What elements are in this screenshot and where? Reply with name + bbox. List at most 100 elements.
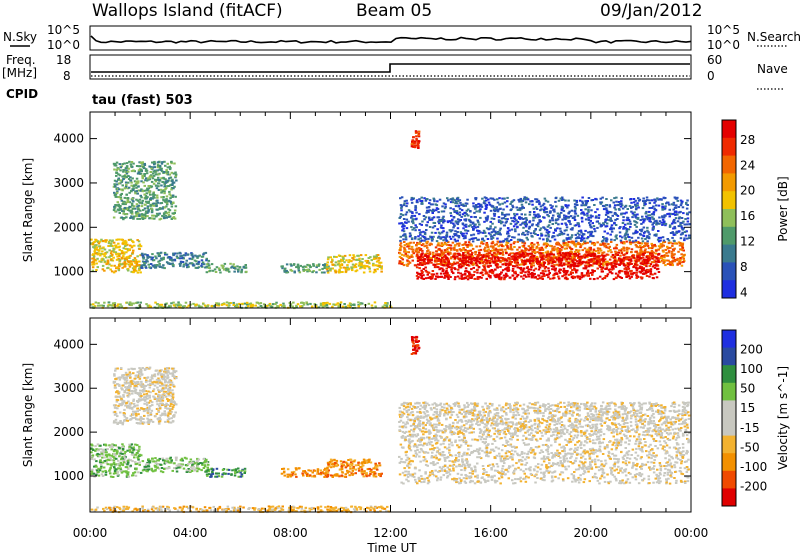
data-cell: [460, 248, 463, 251]
data-cell: [509, 203, 512, 205]
data-cell: [132, 259, 135, 261]
data-cell: [440, 263, 443, 266]
data-cell: [503, 213, 507, 216]
data-cell: [431, 253, 435, 256]
data-cell: [297, 269, 301, 272]
data-cell: [597, 214, 601, 217]
data-cell: [453, 234, 457, 237]
data-cell: [450, 214, 453, 217]
data-cell: [635, 267, 638, 270]
data-cell: [172, 265, 175, 268]
data-cell: [461, 213, 465, 216]
data-cell: [367, 261, 370, 264]
data-cell: [552, 256, 556, 259]
data-cell: [157, 164, 160, 167]
data-cell: [440, 236, 443, 239]
data-cell: [478, 258, 482, 260]
data-cell: [127, 186, 131, 189]
data-cell: [535, 255, 539, 258]
data-cell: [586, 241, 589, 244]
data-cell: [630, 201, 633, 204]
data-cell: [135, 198, 138, 201]
data-cell: [135, 213, 138, 216]
data-cell: [644, 203, 647, 206]
data-cell: [401, 229, 404, 232]
data-cell: [532, 219, 535, 222]
data-cell: [493, 198, 496, 201]
data-cell: [91, 269, 95, 272]
data-cell: [112, 209, 116, 212]
data-cell: [549, 253, 553, 256]
data-cell: [483, 266, 486, 269]
data-cell: [109, 254, 112, 257]
data-cell: [605, 222, 609, 225]
data-cell: [653, 207, 656, 210]
data-cell: [655, 219, 658, 222]
data-cell: [460, 215, 463, 218]
data-cell: [135, 186, 138, 189]
data-cell: [591, 241, 594, 244]
data-cell: [560, 208, 564, 211]
data-cell: [513, 261, 517, 263]
data-cell: [579, 244, 583, 247]
data-cell: [592, 248, 596, 251]
data-cell: [663, 207, 667, 210]
data-cell: [589, 214, 593, 217]
data-cell: [614, 235, 617, 238]
data-cell: [461, 235, 465, 237]
data-cell: [497, 276, 500, 279]
data-cell: [639, 257, 643, 260]
data-cell: [652, 213, 655, 216]
data-cell: [423, 239, 426, 242]
data-cell: [567, 265, 570, 268]
data-cell: [151, 172, 155, 175]
data-cell: [660, 221, 663, 224]
data-cell: [190, 253, 193, 256]
data-cell: [415, 266, 419, 269]
data-cell: [529, 200, 532, 203]
data-cell: [418, 267, 421, 270]
data-cell: [445, 267, 448, 270]
data-cell: [514, 254, 517, 257]
data-cell: [669, 261, 673, 264]
data-cell: [126, 197, 130, 200]
data-cell: [489, 233, 492, 236]
data-cell: [440, 220, 443, 222]
data-cell: [95, 269, 98, 271]
data-cell: [499, 227, 502, 230]
power-region: [415, 251, 661, 281]
data-cell: [643, 230, 647, 233]
data-cell: [587, 210, 590, 213]
data-cell: [148, 165, 151, 168]
data-cell: [547, 258, 550, 261]
data-cell: [503, 215, 507, 217]
data-cell: [118, 163, 122, 166]
data-cell: [452, 263, 455, 266]
data-cell: [529, 262, 532, 265]
data-cell: [118, 265, 121, 268]
data-cell: [407, 209, 411, 212]
data-cell: [104, 240, 107, 243]
data-cell: [126, 268, 130, 270]
data-cell: [400, 262, 404, 265]
data-cell: [121, 210, 124, 212]
data-cell: [361, 258, 364, 260]
data-cell: [674, 204, 678, 207]
data-cell: [483, 248, 486, 251]
data-cell: [417, 130, 421, 133]
data-cell: [584, 208, 587, 211]
data-cell: [134, 259, 138, 262]
data-cell: [126, 248, 129, 251]
data-cell: [550, 245, 553, 248]
data-cell: [553, 264, 556, 267]
data-cell: [124, 203, 127, 206]
data-cell: [609, 249, 612, 251]
data-cell: [117, 205, 121, 208]
data-cell: [419, 274, 422, 276]
data-cell: [99, 254, 102, 257]
data-cell: [636, 217, 639, 220]
data-cell: [508, 258, 512, 261]
data-cell: [528, 252, 532, 255]
cpid-text: tau (fast) 503: [92, 93, 193, 108]
data-cell: [577, 250, 580, 253]
